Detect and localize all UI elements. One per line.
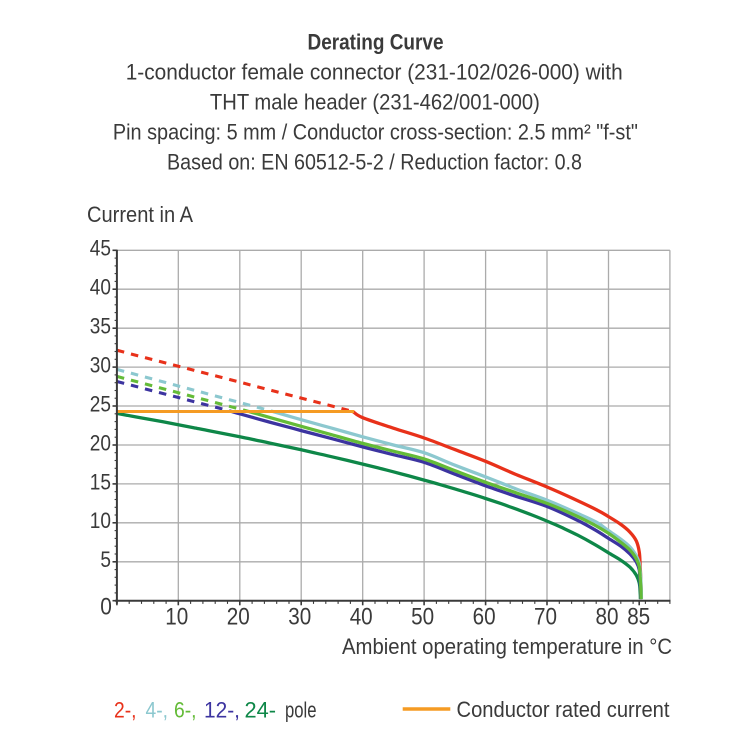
svg-text:0: 0 <box>100 594 112 621</box>
svg-text:Ambient operating temperature: Ambient operating temperature in °C <box>342 634 672 659</box>
svg-text:Based on: EN 60512-5-2 / Reduc: Based on: EN 60512-5-2 / Reduction facto… <box>167 149 582 174</box>
svg-text:20: 20 <box>227 603 250 630</box>
svg-text:20: 20 <box>90 430 111 455</box>
svg-text:10: 10 <box>90 508 111 533</box>
svg-text:85: 85 <box>627 603 650 630</box>
svg-text:40: 40 <box>90 275 111 300</box>
svg-text:1-conductor female connector (: 1-conductor female connector (231-102/02… <box>126 59 623 84</box>
svg-text:THT male header (231-462/001-0: THT male header (231-462/001-000) <box>210 89 540 114</box>
svg-text:12-,: 12-, <box>204 697 240 722</box>
svg-text:5: 5 <box>100 547 111 572</box>
svg-text:40: 40 <box>350 603 373 630</box>
svg-text:60: 60 <box>473 603 496 630</box>
svg-text:6-,: 6-, <box>174 697 197 722</box>
svg-text:Current in A: Current in A <box>87 202 193 227</box>
svg-text:70: 70 <box>534 603 557 630</box>
svg-text:pole: pole <box>285 697 317 722</box>
svg-text:45: 45 <box>90 236 111 261</box>
svg-text:30: 30 <box>288 603 311 630</box>
svg-text:25: 25 <box>90 391 111 416</box>
svg-text:30: 30 <box>90 353 111 378</box>
svg-text:Pin spacing: 5 mm / Conductor: Pin spacing: 5 mm / Conductor cross-sect… <box>113 119 638 144</box>
svg-text:24-: 24- <box>245 697 277 722</box>
svg-text:50: 50 <box>411 603 434 630</box>
svg-text:Conductor rated current: Conductor rated current <box>457 697 670 722</box>
svg-text:10: 10 <box>165 603 188 630</box>
svg-text:15: 15 <box>90 469 111 494</box>
svg-text:4-,: 4-, <box>146 697 169 722</box>
svg-text:Derating Curve: Derating Curve <box>308 29 444 54</box>
svg-text:80: 80 <box>596 603 619 630</box>
svg-text:35: 35 <box>90 314 111 339</box>
svg-text:2-,: 2-, <box>114 697 137 722</box>
